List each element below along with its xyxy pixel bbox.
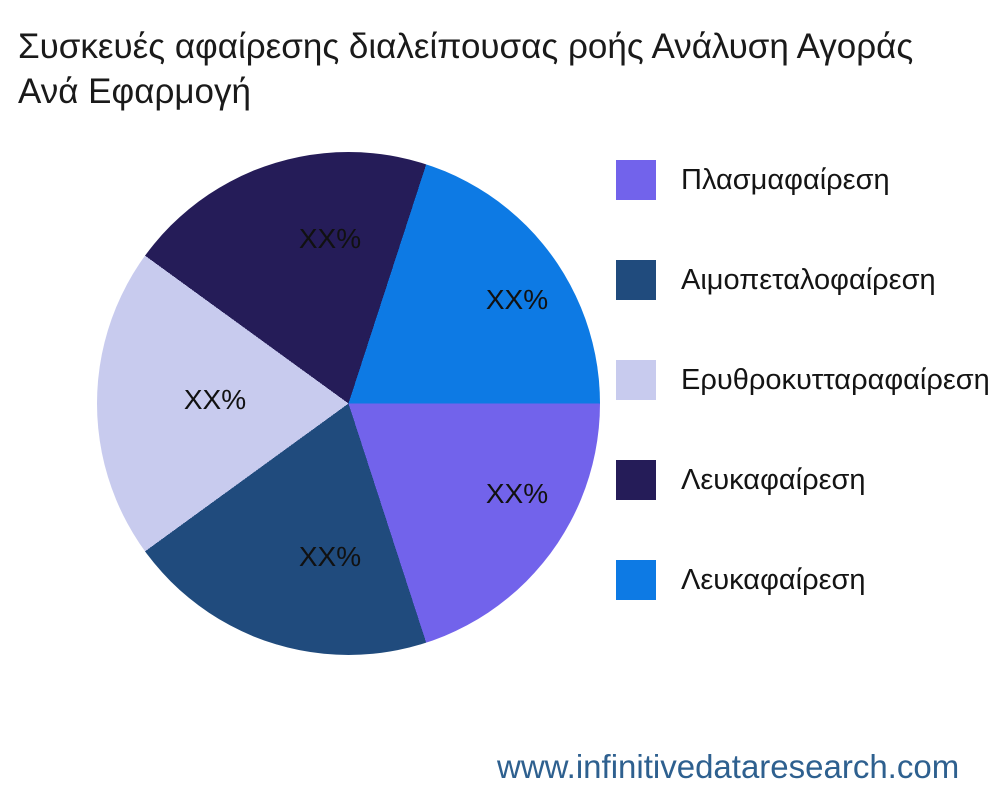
legend-swatch-icon (616, 360, 656, 400)
slice-label-erythrocytapheresis: XX% (183, 384, 247, 415)
legend-label: Ερυθροκυτταραφαίρεση (681, 363, 990, 396)
pie-chart: XX% XX% XX% XX% XX% (97, 152, 600, 655)
legend-label: Λευκαφαίρεση (681, 463, 866, 496)
legend-item: Λευκαφαίρεση (616, 460, 1000, 500)
chart-title: Συσκευές αφαίρεσης διαλείπουσας ροής Ανά… (18, 24, 1000, 114)
slice-label-leukapheresis-1: XX% (298, 223, 362, 254)
slice-label-plasmapheresis: XX% (485, 478, 549, 509)
chart-legend: Πλασμαφαίρεση Αιμοπεταλοφαίρεση Ερυθροκυ… (616, 160, 1000, 660)
slice-label-leukapheresis-2: XX% (485, 284, 549, 315)
legend-item: Πλασμαφαίρεση (616, 160, 1000, 200)
legend-label: Πλασμαφαίρεση (681, 163, 890, 196)
legend-label: Λευκαφαίρεση (681, 563, 866, 596)
legend-item: Λευκαφαίρεση (616, 560, 1000, 600)
chart-title-line1: Συσκευές αφαίρεσης διαλείπουσας ροής Ανά… (18, 27, 914, 66)
legend-item: Ερυθροκυτταραφαίρεση (616, 360, 1000, 400)
slice-label-plateletpheresis: XX% (298, 541, 362, 572)
pie-circle (97, 152, 600, 655)
legend-swatch-icon (616, 460, 656, 500)
legend-swatch-icon (616, 260, 656, 300)
legend-label: Αιμοπεταλοφαίρεση (681, 263, 936, 296)
legend-swatch-icon (616, 160, 656, 200)
chart-title-line2: Ανά Εφαρμογή (18, 72, 251, 111)
website-url: www.infinitivedataresearch.com (497, 748, 960, 785)
legend-swatch-icon (616, 560, 656, 600)
legend-item: Αιμοπεταλοφαίρεση (616, 260, 1000, 300)
